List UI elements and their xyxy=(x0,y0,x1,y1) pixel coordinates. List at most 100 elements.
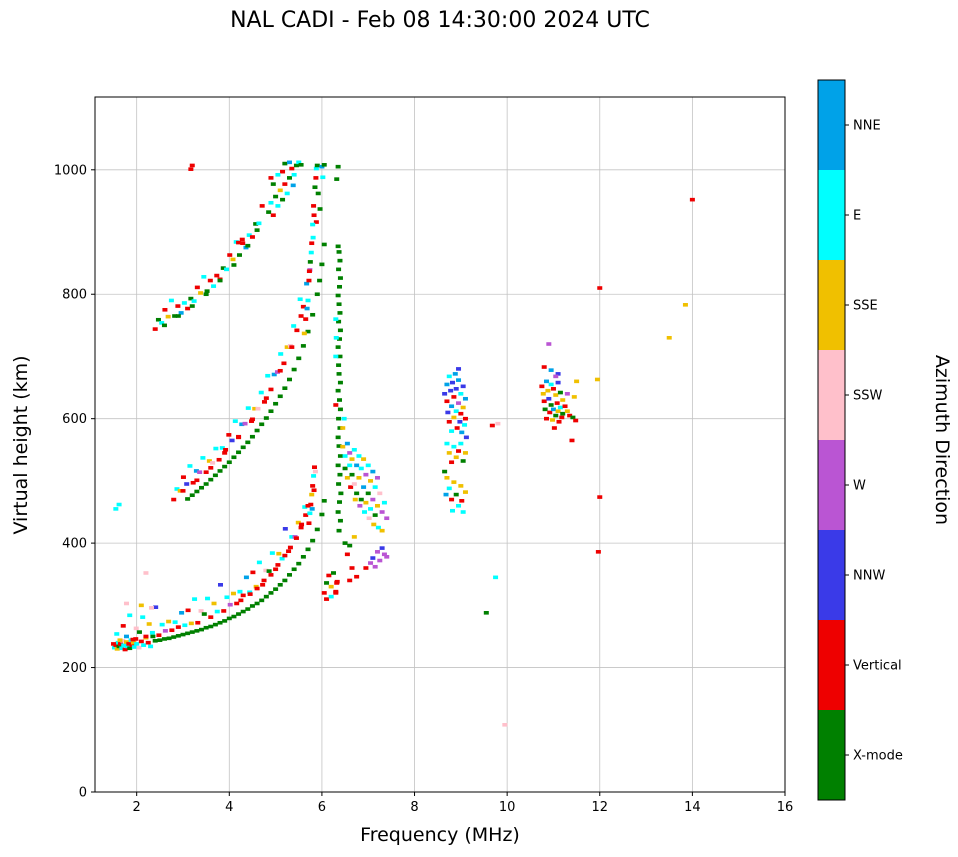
data-point xyxy=(351,535,357,539)
data-point xyxy=(300,344,306,348)
data-point xyxy=(119,646,125,651)
data-point xyxy=(333,403,339,407)
data-point xyxy=(379,546,385,550)
data-point xyxy=(296,160,302,165)
x-tick-label: 12 xyxy=(591,800,608,815)
data-point xyxy=(337,426,343,430)
data-point xyxy=(548,368,554,372)
data-point xyxy=(203,470,209,474)
data-point xyxy=(347,543,353,548)
data-point xyxy=(217,620,223,625)
data-point xyxy=(311,474,317,478)
data-point xyxy=(541,365,547,369)
data-point xyxy=(363,566,369,570)
data-point xyxy=(328,584,334,589)
data-point xyxy=(245,406,251,410)
y-tick-label: 600 xyxy=(62,412,87,427)
data-point xyxy=(356,454,362,458)
data-point xyxy=(226,616,232,621)
data-point xyxy=(349,566,355,570)
data-point xyxy=(335,293,341,298)
data-point xyxy=(138,639,144,644)
data-point xyxy=(336,302,342,306)
data-point xyxy=(282,182,288,186)
data-point xyxy=(374,475,380,480)
data-point xyxy=(303,513,309,517)
data-point xyxy=(123,601,129,606)
data-point xyxy=(153,605,159,610)
data-point xyxy=(214,273,220,278)
data-point xyxy=(120,624,126,628)
data-point xyxy=(291,567,297,572)
data-point xyxy=(335,244,341,249)
data-point xyxy=(282,553,288,558)
x-tick-label: 6 xyxy=(318,800,326,815)
data-point xyxy=(310,484,316,488)
data-point xyxy=(226,460,232,465)
data-point xyxy=(259,204,265,208)
data-point xyxy=(203,482,209,486)
data-point xyxy=(337,407,343,412)
data-point xyxy=(274,370,280,374)
x-tick-label: 10 xyxy=(499,800,516,815)
data-point xyxy=(117,638,123,642)
data-point xyxy=(553,393,559,397)
data-point xyxy=(121,643,127,647)
data-point xyxy=(453,387,459,391)
data-point xyxy=(231,614,237,619)
data-point xyxy=(574,379,580,384)
data-point xyxy=(545,388,551,393)
data-point xyxy=(550,407,556,412)
data-point xyxy=(227,253,233,257)
data-point xyxy=(175,625,181,629)
data-point xyxy=(120,639,126,643)
data-point xyxy=(282,578,288,583)
data-point xyxy=(140,615,146,619)
data-point xyxy=(309,507,315,511)
data-point xyxy=(133,637,139,641)
data-point xyxy=(171,497,177,502)
data-point xyxy=(458,484,464,488)
data-point xyxy=(261,578,267,583)
data-point xyxy=(254,601,260,606)
data-point xyxy=(197,470,203,474)
data-point xyxy=(495,421,501,426)
data-point xyxy=(313,166,319,171)
data-point xyxy=(449,404,455,409)
data-point xyxy=(265,373,271,378)
data-point xyxy=(300,555,306,559)
data-point xyxy=(298,163,304,167)
data-point xyxy=(224,267,230,272)
data-point xyxy=(456,367,462,371)
data-point xyxy=(368,479,374,483)
data-point xyxy=(548,382,554,387)
y-tick-label: 0 xyxy=(79,786,87,801)
data-point xyxy=(273,567,279,572)
data-point xyxy=(261,400,267,404)
data-point xyxy=(268,573,274,577)
data-point xyxy=(289,345,295,349)
data-point xyxy=(365,491,371,496)
data-point xyxy=(554,401,560,405)
data-point xyxy=(175,634,181,638)
data-point xyxy=(306,521,312,526)
data-point xyxy=(553,374,559,379)
data-point xyxy=(377,491,383,496)
data-point xyxy=(370,497,376,502)
data-point xyxy=(456,503,462,508)
data-point xyxy=(293,163,299,168)
data-point xyxy=(189,304,195,308)
data-point xyxy=(230,257,236,262)
data-point xyxy=(136,630,142,634)
data-point xyxy=(442,469,448,474)
colorbar-segment xyxy=(818,170,845,261)
data-point xyxy=(268,176,274,180)
data-point xyxy=(286,573,292,577)
data-point xyxy=(384,516,390,521)
data-point xyxy=(547,410,553,415)
data-point xyxy=(237,589,243,594)
data-point xyxy=(249,419,255,423)
data-point xyxy=(337,284,343,289)
data-point xyxy=(305,329,311,334)
data-point xyxy=(219,446,225,450)
